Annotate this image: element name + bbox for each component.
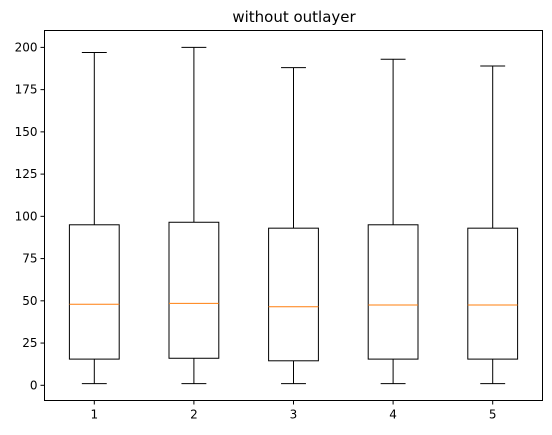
x-tick-label: 4 — [389, 408, 397, 422]
box — [168, 221, 220, 359]
x-tick-label: 1 — [90, 408, 98, 422]
y-tick-label: 50 — [22, 294, 37, 308]
box — [367, 224, 419, 360]
y-tick-label: 200 — [15, 40, 38, 54]
y-tick-label: 175 — [15, 83, 38, 97]
box — [467, 227, 519, 360]
plot-area: 0 25 50 75 100 125 150 175 200 1 2 3 4 5 — [15, 40, 519, 422]
y-tick-label: 125 — [15, 167, 38, 181]
box — [268, 227, 319, 362]
box — [68, 224, 120, 360]
x-tick-label: 3 — [290, 408, 298, 422]
y-tick-label: 25 — [22, 336, 37, 350]
y-tick-label: 100 — [15, 209, 38, 223]
y-tick-label: 0 — [30, 378, 38, 392]
x-tick-label: 5 — [489, 408, 497, 422]
y-tick-label: 150 — [15, 125, 38, 139]
x-tick-label: 2 — [190, 408, 198, 422]
axes-frame — [44, 30, 543, 401]
chart-title: without outlayer — [232, 8, 356, 26]
y-tick-label: 75 — [22, 252, 37, 266]
